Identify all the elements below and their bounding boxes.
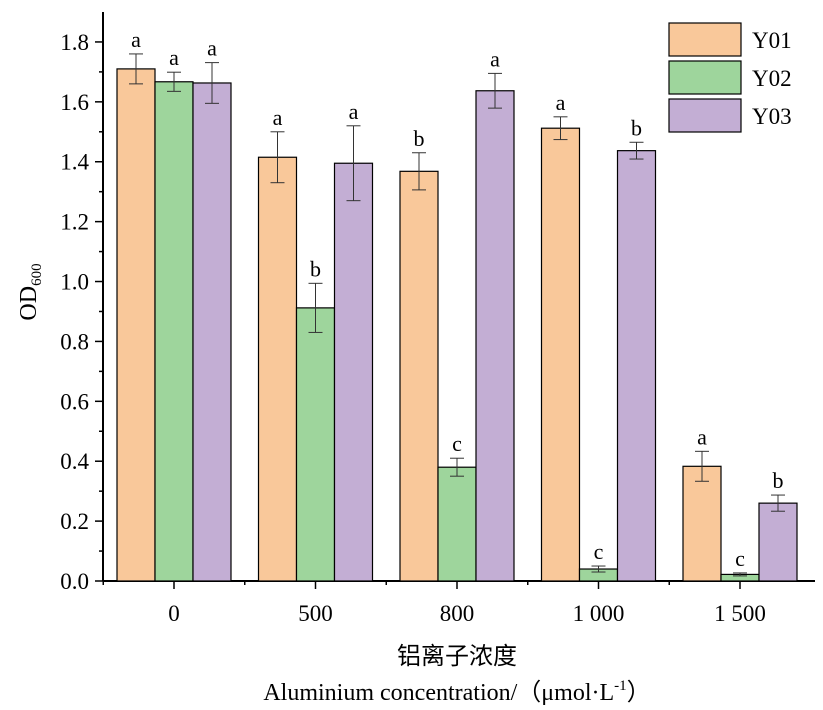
significance-letter: a [131, 27, 141, 52]
bar-y03 [616, 150, 657, 582]
x-tick-label: 800 [440, 601, 475, 626]
significance-letter: a [273, 105, 283, 130]
legend: Y01 Y02 Y03 [668, 22, 792, 133]
significance-letter: a [697, 424, 707, 449]
legend-swatch-y01 [668, 22, 742, 57]
bar-y03 [333, 162, 374, 582]
significance-letter: c [594, 539, 604, 564]
significance-letter: b [310, 256, 321, 281]
bar-y03 [758, 502, 798, 582]
significance-letter: a [349, 99, 359, 124]
significance-letter: a [207, 36, 217, 61]
bar-y01 [257, 156, 298, 582]
y-tick-label: 1.0 [60, 270, 89, 295]
y-tick-label: 0.6 [60, 389, 89, 414]
x-axis-title-en: Aluminium concentration/（μmol·L-1） [263, 678, 650, 706]
x-tick-label: 0 [168, 601, 180, 626]
bar-y02 [295, 307, 336, 582]
x-axis-title-cn: 铝离子浓度 [397, 643, 517, 670]
bar-y01 [399, 170, 439, 582]
bar-y01 [116, 68, 156, 582]
legend-label-y01: Y01 [752, 28, 792, 53]
significance-letter: c [452, 431, 462, 456]
bar-y01 [682, 465, 722, 582]
y-tick-label: 1.2 [60, 210, 89, 235]
significance-letter: b [631, 115, 642, 140]
bar-y03 [192, 82, 232, 582]
y-tick-label: 1.4 [60, 150, 89, 175]
axes: 0.0 0.2 0.4 0.6 0.8 1.0 1.2 1.4 1.6 1.8 0 500 800 1 0… [60, 12, 815, 626]
y-tick-label: 0.2 [60, 509, 89, 534]
bar-y02 [154, 81, 194, 582]
x-tick-label: 500 [298, 601, 333, 626]
significance-letter: b [773, 468, 784, 493]
x-tick-label: 1 500 [714, 601, 766, 626]
legend-swatch-y02 [668, 60, 742, 95]
y-axis-title: OD600 [16, 263, 45, 320]
significance-letter: a [556, 90, 566, 115]
legend-label-y03: Y03 [752, 104, 792, 129]
y-tick-label: 0.8 [60, 329, 89, 354]
significance-letter: c [735, 546, 745, 571]
bar-y02 [437, 466, 477, 582]
significance-letter: a [169, 45, 179, 70]
bar-y03 [475, 90, 515, 582]
legend-label-y02: Y02 [752, 66, 792, 91]
significance-letter: a [490, 46, 500, 71]
y-tick-label: 1.6 [60, 90, 89, 115]
legend-swatch-y03 [668, 98, 742, 133]
bars-group: a a b a a a b c c c a a a b b [116, 27, 798, 582]
x-tick-label: 1 000 [573, 601, 625, 626]
y-tick-label: 1.8 [60, 30, 89, 55]
y-tick-label: 0.4 [60, 449, 89, 474]
y-tick-label: 0.0 [60, 569, 89, 594]
significance-letter: b [414, 126, 425, 151]
bar-y01 [540, 127, 581, 582]
